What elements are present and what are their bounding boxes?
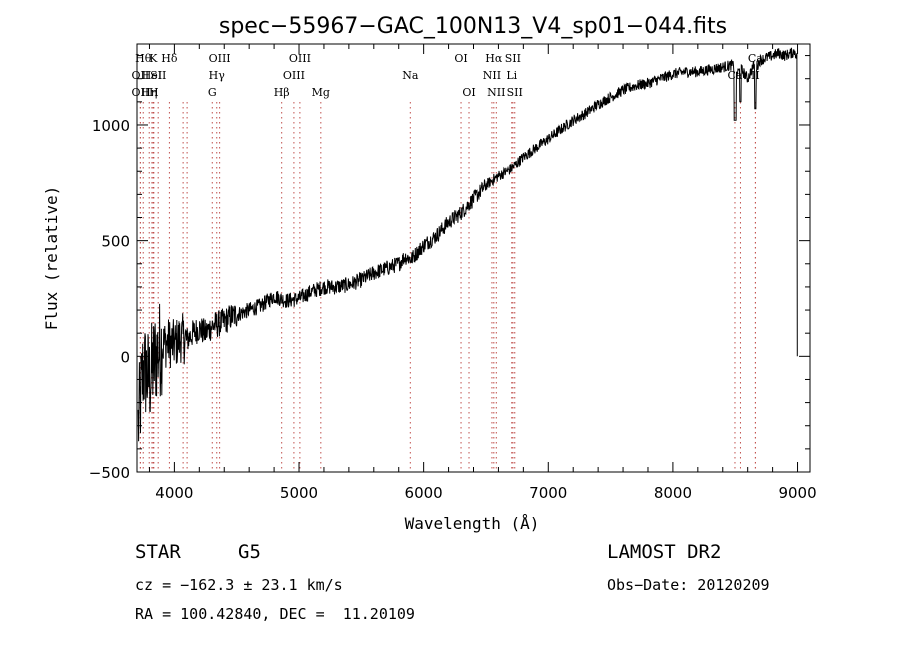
- y-axis-ticks: −500 0 500 1000: [89, 55, 810, 482]
- spectral-line-label: II: [751, 69, 760, 82]
- spectral-line-label: Na: [402, 69, 419, 82]
- object-class: STAR: [135, 541, 181, 563]
- spectral-line-label: Hα: [485, 52, 503, 65]
- spectrum-layer: [137, 47, 798, 442]
- spectral-line-label: SII: [150, 69, 166, 82]
- spectral-line-labels: HθOIIOIIHηHeIHKSIIHδGHγOIIIHβOIIIOIIIMgN…: [132, 52, 764, 99]
- x-tick-label: 6000: [405, 484, 443, 502]
- x-axis-label: Wavelength (Å): [405, 514, 540, 533]
- spectral-line-label: OII: [132, 69, 150, 82]
- x-tick-label: 4000: [155, 484, 193, 502]
- spectral-line-label: Ca: [727, 69, 742, 82]
- spectrum-line: [137, 47, 798, 442]
- spectral-line-label: H: [149, 86, 159, 99]
- spectral-line-label: OI: [462, 86, 475, 99]
- y-tick-label: 500: [101, 233, 130, 251]
- spectral-line-label: HeI: [142, 69, 162, 82]
- spectral-line-markers: [139, 102, 756, 472]
- x-tick-label: 8000: [654, 484, 692, 502]
- spectral-line-label: NII: [483, 69, 501, 82]
- spectral-line-label: K: [149, 52, 158, 65]
- plot-frame: [136, 43, 811, 473]
- spectral-line-label: Li: [506, 69, 517, 82]
- y-tick-label: −500: [89, 464, 130, 482]
- survey-name: LAMOST DR2: [607, 541, 722, 563]
- spectral-line-label: OIII: [209, 52, 231, 65]
- spectral-line-label: Hβ: [274, 86, 290, 99]
- x-axis-ticks: 4000 5000 6000 7000 8000 9000: [148, 44, 817, 502]
- spectral-line-label: OI: [454, 52, 467, 65]
- coordinates-readout: RA = 100.42840, DEC = 11.20109: [135, 605, 415, 623]
- spectral-line-label: G: [208, 86, 217, 99]
- object-subclass: G5: [238, 541, 261, 563]
- spectral-line-label: Mg: [312, 86, 330, 99]
- x-tick-label: 7000: [529, 484, 567, 502]
- spectral-line-label: SII: [505, 52, 521, 65]
- spectral-line-label: SII: [507, 86, 523, 99]
- chart-title: spec−55967−GAC_100N13_V4_sp01−044.fits: [219, 14, 727, 39]
- plot-border: [136, 43, 811, 473]
- spectral-line-label: OIII: [289, 52, 311, 65]
- x-tick-label: 9000: [778, 484, 816, 502]
- spectral-line-label: Hγ: [209, 69, 226, 82]
- y-tick-label: 1000: [92, 117, 130, 135]
- redshift-readout: cz = −162.3 ± 23.1 km/s: [135, 576, 343, 594]
- y-tick-label: 0: [120, 348, 130, 366]
- spectral-line-label: NII: [487, 86, 505, 99]
- x-tick-label: 5000: [280, 484, 318, 502]
- spectral-line-label: Hδ: [161, 52, 178, 65]
- obs-date-readout: Obs−Date: 20120209: [607, 576, 770, 594]
- y-axis-label: Flux (relative): [42, 186, 61, 331]
- spectral-line-label: OIII: [283, 69, 305, 82]
- spectral-line-label: OII: [132, 86, 150, 99]
- spectral-line-label: Hη: [141, 86, 157, 99]
